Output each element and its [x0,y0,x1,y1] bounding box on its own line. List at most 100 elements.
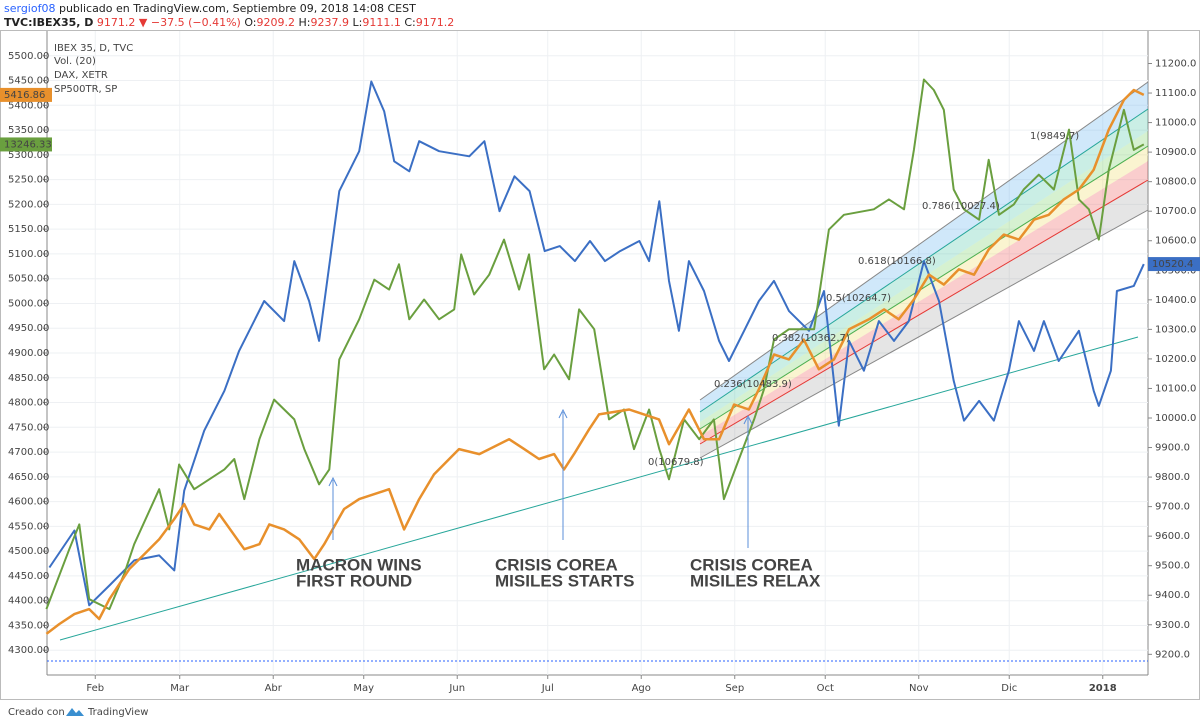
logo [66,708,84,716]
fib-line [699,209,1149,459]
y2-tick-label: 9500.0 [1155,561,1190,572]
footer-brand[interactable]: TradingView [87,707,148,718]
price-badge-label: 13246.33 [4,139,52,150]
footer-created: Creado con [8,707,65,718]
x-tick-label: Jul [541,683,554,694]
price-badge [1148,257,1200,272]
y-tick-label: 4850.00 [8,373,49,384]
y2-tick-label: 9200.0 [1155,649,1190,660]
annotation: CRISIS COREA [495,555,618,574]
fib-label: 0.236(10483.9) [714,379,792,390]
y-tick-label: 4750.00 [8,422,49,433]
close-key: C: [404,16,415,29]
low: 9111.1 [362,16,401,29]
price-badge [0,87,52,102]
y-tick-label: 4400.00 [8,596,49,607]
y-tick-label: 4450.00 [8,571,49,582]
published: publicado en TradingView.com, Septiembre… [59,2,416,15]
y-tick-label: 4800.00 [8,398,49,409]
close: 9171.2 [416,16,455,29]
series-line [48,80,1145,607]
arrow [743,414,753,548]
legend-entry: IBEX 35, D, TVC [54,43,133,54]
y2-tick-label: 10100.0 [1155,383,1196,394]
change: −37.5 (−0.41%) [151,16,241,29]
x-tick-label: Ago [632,683,651,694]
fib-label: 1(9849.7) [1030,131,1079,142]
x-tick-label: Dic [1001,683,1017,694]
annotation: CRISIS COREA [690,555,813,574]
series-line [45,78,1145,611]
symbol: TVC:IBEX35, D [4,16,93,29]
y-tick-label: 4950.00 [8,323,49,334]
fib-label: 0.5(10264.7) [826,293,891,304]
price-badge-label: 5416.86 [4,90,45,101]
annotation: MACRON WINS [296,555,422,574]
y-tick-label: 5000.00 [8,298,49,309]
y-tick-label: 5350.00 [8,125,49,136]
fib-band [700,180,1148,458]
header-line2: TVC:IBEX35, D 9171.2 ▼ −37.5 (−0.41%) O:… [4,16,454,29]
y2-tick-label: 10800.0 [1155,177,1196,188]
y2-tick-label: 10900.0 [1155,147,1196,158]
fib-band [700,161,1148,444]
open-key: O: [244,16,256,29]
x-tick-label: Abr [265,683,283,694]
x-tick-label: Nov [909,683,929,694]
open: 9209.2 [257,16,296,29]
y-tick-label: 5500.00 [8,51,49,62]
y2-tick-label: 10600.0 [1155,236,1196,247]
price-badge-label: 10520.4 [1152,259,1193,270]
y-tick-label: 5150.00 [8,224,49,235]
fib-label: 0(10679.8) [648,457,704,468]
y2-tick-label: 10700.0 [1155,206,1196,217]
fib-line [699,179,1149,445]
y-tick-label: 4700.00 [8,447,49,458]
x-tick-label: May [353,683,374,694]
x-tick-label: Jun [448,683,465,694]
header-line1: sergiof08 publicado en TradingView.com, … [4,2,416,15]
x-tick-label: Feb [86,683,104,694]
arrow: ▼ [139,16,148,29]
author[interactable]: sergiof08 [4,2,55,15]
y-tick-label: 5450.00 [8,76,49,87]
y2-tick-label: 9900.0 [1155,443,1190,454]
y-tick-label: 4600.00 [8,497,49,508]
y-tick-label: 4550.00 [8,521,49,532]
y-tick-label: 5200.00 [8,199,49,210]
y-tick-label: 5050.00 [8,274,49,285]
legend-entry: Vol. (20) [54,56,96,67]
y2-tick-label: 9800.0 [1155,472,1190,483]
y2-tick-label: 11000.0 [1155,118,1196,129]
event-arrows [328,408,753,548]
x-tick-label: Mar [170,683,190,694]
y2-tick-label: 10200.0 [1155,354,1196,365]
fib-band [700,109,1148,422]
annotation: FIRST ROUND [296,571,412,590]
y-tick-label: 5250.00 [8,175,49,186]
arrow [558,408,568,540]
fib-label: 0.786(10027.4) [922,201,1000,212]
y-tick-label: 4350.00 [8,620,49,631]
x-tick-label: Sep [725,683,744,694]
y-tick-label: 4650.00 [8,472,49,483]
y-tick-label: 4900.00 [8,348,49,359]
y2-tick-label: 10000.0 [1155,413,1196,424]
arrow [328,476,338,540]
low-key: L: [353,16,363,29]
annotation: MISILES RELAX [690,571,821,590]
series-line [45,88,1145,635]
high: 9237.9 [311,16,350,29]
y-tick-label: 4300.00 [8,645,49,656]
annotation: MISILES STARTS [495,571,634,590]
y2-tick-label: 9300.0 [1155,620,1190,631]
y2-tick-label: 11100.0 [1155,88,1196,99]
y2-tick-label: 9600.0 [1155,531,1190,542]
fib-line [699,81,1149,401]
legend-entry: SP500TR, SP [54,84,117,95]
y-tick-label: 5100.00 [8,249,49,260]
y-tick-label: 4500.00 [8,546,49,557]
x-tick-label: Oct [817,683,834,694]
last: 9171.2 [97,16,136,29]
